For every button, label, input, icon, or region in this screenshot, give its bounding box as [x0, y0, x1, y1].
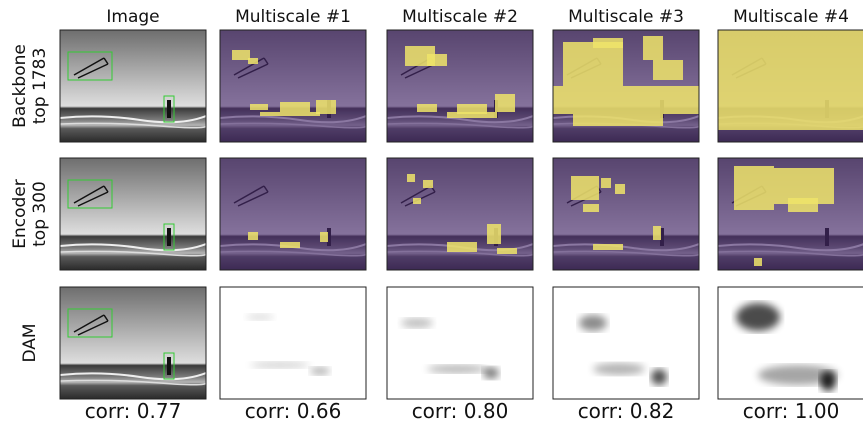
column-header: Image [106, 7, 159, 27]
attention-patch [413, 198, 421, 204]
heat-blob [250, 362, 310, 368]
heat-blob [736, 303, 780, 331]
row-label: top 1783 [30, 48, 50, 125]
corr-label: corr: 0.66 [245, 399, 342, 423]
heat-blob [427, 365, 487, 373]
attention-patch [593, 244, 623, 250]
attention-patch [495, 94, 515, 112]
row-label: top 300 [30, 181, 50, 247]
heat-blob [820, 371, 836, 391]
attention-patch [232, 50, 250, 60]
image-cell [220, 158, 366, 270]
heat-blob [593, 363, 645, 375]
image-cell [60, 30, 206, 142]
attention-patch [427, 54, 447, 66]
photo [60, 158, 206, 270]
heat-blob [483, 367, 499, 379]
attention-patch [754, 258, 762, 266]
attention-patch [320, 232, 328, 242]
image-cell [60, 158, 206, 270]
corr-label: corr: 0.80 [412, 399, 509, 423]
heatmap-bg [387, 287, 533, 399]
attention-patch [593, 38, 623, 48]
column-header: Multiscale #1 [235, 7, 351, 27]
attention-patch [573, 114, 663, 126]
image-cell [553, 287, 699, 399]
image-cell [718, 30, 863, 142]
heat-blob [651, 369, 667, 385]
attention-patch [653, 226, 661, 240]
corr-label: corr: 1.00 [743, 399, 840, 423]
attention-patch [248, 58, 258, 64]
attention-patch [280, 102, 310, 112]
corr-label: corr: 0.77 [85, 399, 182, 423]
heatmap-bg [553, 287, 699, 399]
attention-patch [788, 198, 818, 212]
attention-patch [601, 178, 611, 188]
overlay [553, 158, 699, 270]
attention-patch [571, 176, 599, 200]
overlay [220, 158, 366, 270]
image-cell [387, 30, 533, 142]
heat-blob [246, 314, 274, 320]
attention-patch [447, 242, 477, 252]
corr-label: corr: 0.82 [578, 399, 675, 423]
image-cell [387, 287, 533, 399]
photo [60, 30, 206, 142]
attention-patch [563, 42, 623, 86]
image-cell [718, 287, 863, 399]
attention-patch [583, 204, 599, 212]
heatmap-bg [220, 287, 366, 399]
attention-patch [553, 86, 699, 114]
photo [60, 287, 206, 399]
attention-patch [643, 36, 663, 60]
column-header: Multiscale #4 [733, 7, 849, 27]
attention-patch [407, 174, 415, 182]
image-cell [60, 287, 206, 399]
attention-patch [417, 104, 437, 112]
attention-patch [615, 184, 625, 194]
image-cell [553, 158, 699, 270]
attention-patch [718, 30, 863, 130]
attention-patch [653, 60, 683, 80]
attention-patch [447, 112, 497, 118]
attention-patch [423, 180, 433, 188]
heat-blob [579, 315, 607, 331]
overlay [220, 30, 366, 142]
row-label: Encoder [10, 179, 30, 249]
row-label: Backbone [10, 44, 30, 128]
attention-patch [250, 104, 268, 110]
attention-patch [280, 242, 300, 248]
attention-patch [316, 100, 336, 114]
image-cell [220, 287, 366, 399]
figure: Image Multiscale #1 Multiscale #2 Multiscal… [0, 0, 863, 425]
image-cell [718, 158, 863, 270]
column-header: Multiscale #3 [568, 7, 684, 27]
row-label: DAM [20, 323, 40, 362]
attention-patch [487, 224, 501, 244]
attention-patch [260, 112, 320, 116]
image-cell [553, 30, 699, 142]
attention-patch [734, 166, 774, 210]
attention-patch [497, 248, 517, 254]
column-header: Multiscale #2 [402, 7, 518, 27]
attention-patch [248, 232, 258, 240]
image-cell [220, 30, 366, 142]
image-grid [60, 30, 863, 399]
heat-blob [401, 318, 433, 328]
heat-blob [310, 367, 330, 375]
image-cell [387, 158, 533, 270]
